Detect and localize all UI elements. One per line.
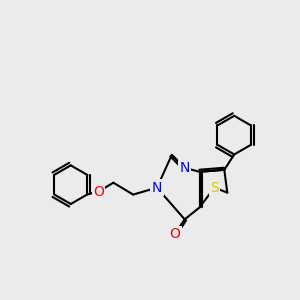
Text: S: S [210,181,219,195]
Text: O: O [93,184,104,199]
Text: O: O [169,227,180,241]
Text: N: N [179,161,190,175]
Text: N: N [152,181,162,195]
